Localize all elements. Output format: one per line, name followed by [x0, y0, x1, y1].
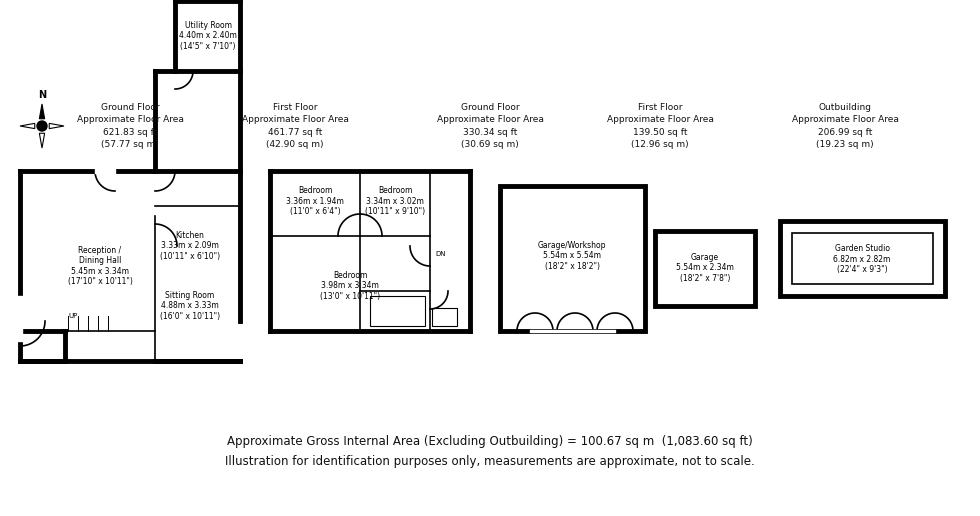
Bar	[370, 296, 425, 326]
Text: N: N	[38, 90, 46, 100]
Text: Outbuilding
Approximate Floor Area
206.99 sq ft
(19.23 sq m): Outbuilding Approximate Floor Area 206.9…	[792, 103, 899, 149]
Text: First Floor
Approximate Floor Area
461.77 sq ft
(42.90 sq m): First Floor Approximate Floor Area 461.7…	[241, 103, 349, 149]
Text: Kitchen
3.33m x 2.09m
(10'11" x 6'10"): Kitchen 3.33m x 2.09m (10'11" x 6'10")	[160, 231, 220, 261]
Bar	[432, 308, 457, 326]
Circle shape	[37, 121, 47, 131]
Text: Garden Studio
6.82m x 2.82m
(22'4" x 9'3"): Garden Studio 6.82m x 2.82m (22'4" x 9'3…	[833, 244, 891, 274]
Text: Illustration for identification purposes only, measurements are approximate, not: Illustration for identification purposes…	[225, 455, 755, 467]
Polygon shape	[20, 123, 34, 128]
Polygon shape	[39, 104, 45, 119]
Text: Utility Room
4.40m x 2.40m
(14'5" x 7'10"): Utility Room 4.40m x 2.40m (14'5" x 7'10…	[179, 21, 237, 51]
Bar	[500, 186, 645, 331]
Bar	[792, 233, 933, 284]
Text: Reception /
Dining Hall
5.45m x 3.34m
(17'10" x 10'11"): Reception / Dining Hall 5.45m x 3.34m (1…	[68, 246, 132, 286]
Text: Approximate Gross Internal Area (Excluding Outbuilding) = 100.67 sq m  (1,083.60: Approximate Gross Internal Area (Excludi…	[227, 434, 753, 447]
Text: First Floor
Approximate Floor Area
139.50 sq ft
(12.96 sq m): First Floor Approximate Floor Area 139.5…	[607, 103, 713, 149]
Text: Bedroom
3.98m x 3.34m
(13'0" x 10'11"): Bedroom 3.98m x 3.34m (13'0" x 10'11")	[319, 271, 380, 301]
Text: Ground Floor
Approximate Floor Area
330.34 sq ft
(30.69 sq m): Ground Floor Approximate Floor Area 330.…	[436, 103, 544, 149]
Polygon shape	[49, 123, 64, 128]
Text: Garage
5.54m x 2.34m
(18'2" x 7'8"): Garage 5.54m x 2.34m (18'2" x 7'8")	[676, 253, 734, 283]
Bar	[780, 221, 945, 296]
Polygon shape	[39, 133, 45, 148]
Text: Garage/Workshop
5.54m x 5.54m
(18'2" x 18'2"): Garage/Workshop 5.54m x 5.54m (18'2" x 1…	[538, 241, 607, 271]
Text: DN: DN	[435, 251, 446, 257]
Text: UP: UP	[68, 313, 77, 319]
Text: Ground Floor
Approximate Floor Area
621.83 sq ft
(57.77 sq m): Ground Floor Approximate Floor Area 621.…	[76, 103, 183, 149]
Bar	[655, 231, 755, 306]
Text: Bedroom
3.36m x 1.94m
(11'0" x 6'4"): Bedroom 3.36m x 1.94m (11'0" x 6'4")	[286, 186, 344, 216]
Text: Sitting Room
4.88m x 3.33m
(16'0" x 10'11"): Sitting Room 4.88m x 3.33m (16'0" x 10'1…	[160, 291, 220, 321]
Text: Bedroom
3.34m x 3.02m
(10'11" x 9'10"): Bedroom 3.34m x 3.02m (10'11" x 9'10")	[365, 186, 425, 216]
